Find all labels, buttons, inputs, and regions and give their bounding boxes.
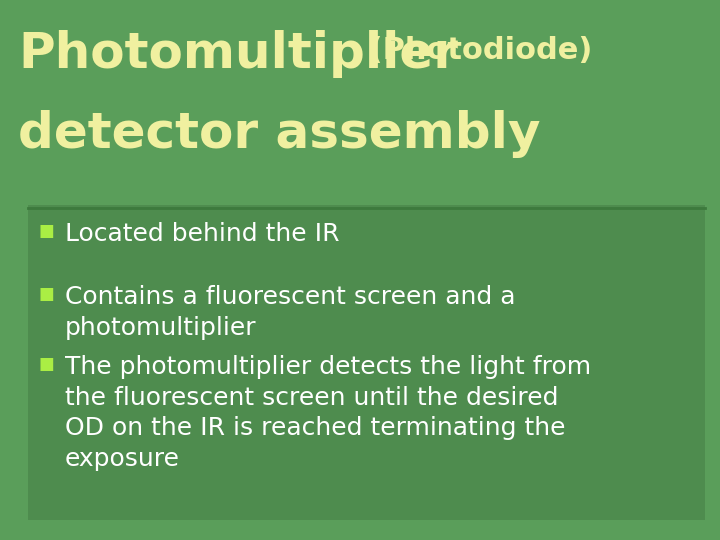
Text: (Photodiode): (Photodiode) xyxy=(358,36,593,65)
Text: Contains a fluorescent screen and a
photomultiplier: Contains a fluorescent screen and a phot… xyxy=(65,285,516,340)
Text: ■: ■ xyxy=(38,222,54,240)
Text: Photomultiplier: Photomultiplier xyxy=(18,30,458,78)
Text: detector assembly: detector assembly xyxy=(18,110,541,158)
Text: ■: ■ xyxy=(38,355,54,373)
Text: The photomultiplier detects the light from
the fluorescent screen until the desi: The photomultiplier detects the light fr… xyxy=(65,355,591,471)
Text: Located behind the IR: Located behind the IR xyxy=(65,222,340,246)
Text: ■: ■ xyxy=(38,285,54,303)
FancyBboxPatch shape xyxy=(28,205,705,520)
